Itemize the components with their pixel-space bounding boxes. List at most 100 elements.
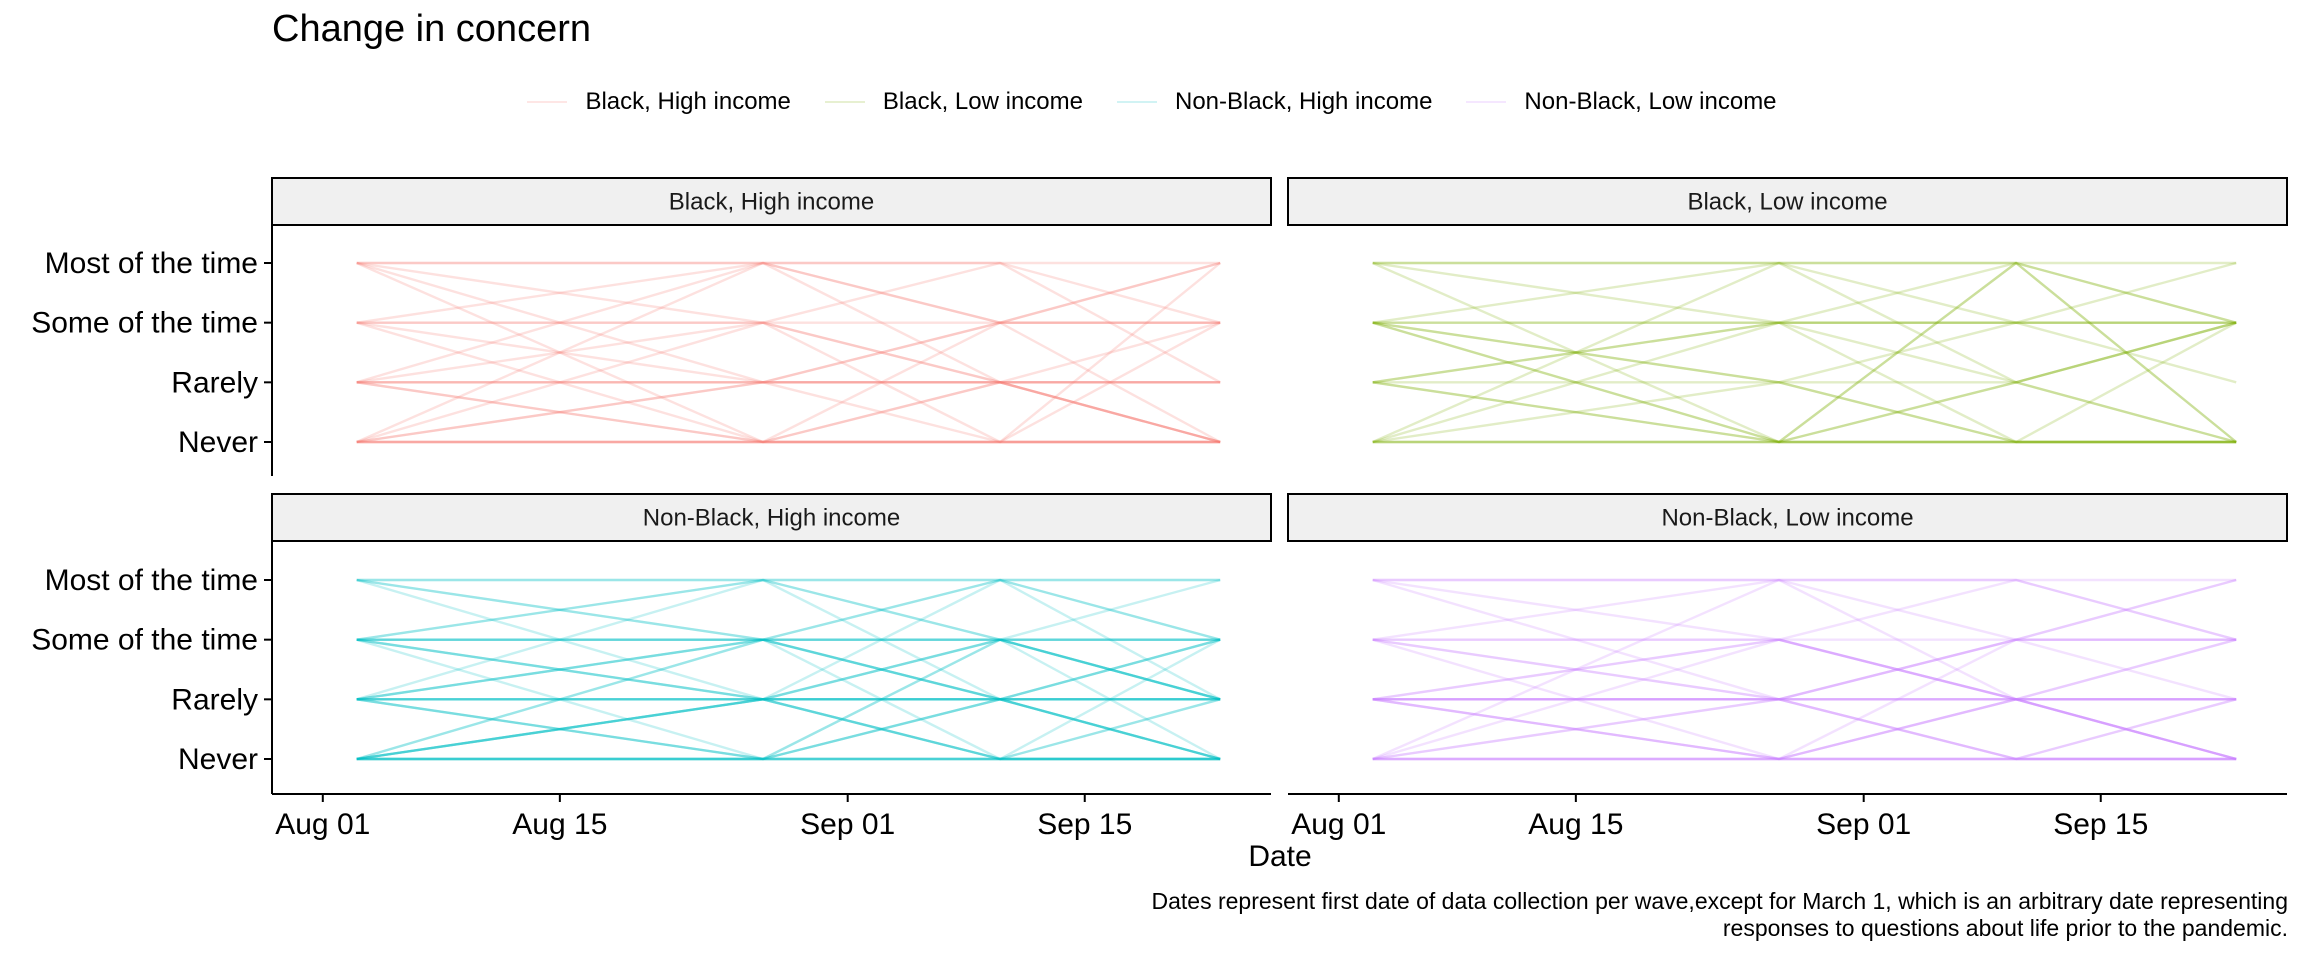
facet-strip-label: Non-Black, Low income (1661, 505, 1913, 532)
trajectory-line (1372, 638, 2237, 701)
trajectory-line (1372, 578, 2237, 641)
legend-key (1466, 101, 1507, 103)
x-tick-label: Sep 15 (1037, 808, 1132, 841)
trajectory-line (356, 638, 1221, 761)
trajectory-line (1372, 321, 2237, 444)
trajectory-line (356, 698, 1221, 761)
trajectory-line (356, 321, 1221, 444)
trajectory-line (1372, 638, 2237, 761)
trajectory-line (356, 262, 1221, 444)
y-tick-label: Some of the time (31, 624, 258, 657)
trajectory-line (356, 261, 1221, 444)
facet-strip (1287, 493, 2288, 542)
trajectory-line (1372, 578, 2237, 761)
trajectory-line (1372, 698, 2237, 761)
trajectory-line (1372, 261, 2237, 444)
trajectory-line (1372, 578, 2237, 761)
legend-item: Non-Black, Low income (1466, 88, 1777, 116)
trajectory-lines (356, 578, 1221, 761)
trajectory-line (356, 578, 1221, 761)
trajectory-line (1372, 578, 2237, 761)
trajectory-line (356, 698, 1221, 761)
trajectory-line (1372, 638, 2237, 701)
trajectory-line (356, 638, 1221, 761)
facet-strip-label: Non-Black, High income (643, 505, 900, 532)
trajectory-line (356, 578, 1221, 641)
trajectory-line (1372, 321, 2237, 444)
trajectory-line (356, 638, 1221, 761)
trajectory-line (356, 698, 1221, 761)
trajectory-line (356, 578, 1221, 701)
trajectory-line (356, 638, 1221, 701)
legend-label: Black, High income (585, 88, 791, 115)
trajectory-line (356, 638, 1221, 761)
y-tick-label: Never (178, 743, 258, 776)
legend-item: Non-Black, High income (1116, 88, 1433, 116)
trajectory-lines (1372, 261, 2237, 444)
x-tick-label: Sep 01 (1816, 808, 1911, 841)
trajectory-line (356, 321, 1221, 384)
y-tick-label: Rarely (171, 366, 258, 399)
trajectory-line (1372, 698, 2237, 761)
y-tick-label: Most of the time (45, 564, 258, 597)
trajectory-line (356, 261, 1221, 444)
trajectory-line (356, 578, 1221, 641)
facet-panel: Black, High income Never Rarely Some of the… (31, 177, 1272, 476)
trajectory-line (356, 638, 1221, 701)
trajectory-line (356, 698, 1221, 761)
x-axis-label: Date (1248, 840, 1312, 873)
legend-label: Black, Low income (882, 88, 1083, 115)
trajectory-line (1372, 638, 2237, 761)
trajectory-line (356, 578, 1221, 701)
legend-key (527, 101, 568, 103)
trajectory-line (1372, 638, 2237, 761)
trajectory-line (356, 578, 1221, 641)
trajectory-line (1372, 261, 2237, 384)
trajectory-line (1372, 321, 2237, 444)
legend-item: Black, High income (527, 88, 791, 116)
trajectory-line (356, 381, 1221, 444)
facet-strip-label: Black, Low income (1687, 189, 1887, 216)
trajectory-line (356, 698, 1221, 761)
trajectory-line (356, 578, 1221, 641)
trajectory-line (1372, 321, 2237, 444)
chart-caption: Dates represent first date of data colle… (1151, 888, 2288, 941)
legend-key (1116, 101, 1157, 103)
trajectory-line (1372, 261, 2237, 324)
trajectory-line (356, 261, 1221, 444)
trajectory-line (1372, 638, 2237, 761)
trajectory-line (356, 638, 1221, 761)
trajectory-line (356, 261, 1221, 444)
facet-panel: Black, Low income (1287, 177, 2288, 444)
trajectory-line (356, 638, 1221, 761)
trajectory-line (1372, 698, 2237, 761)
trajectory-line (1372, 578, 2237, 701)
trajectory-line (1372, 638, 2237, 761)
x-tick-label: Aug 01 (1291, 808, 1386, 841)
trajectory-line (356, 381, 1221, 444)
trajectory-line (356, 638, 1221, 701)
y-tick-label: Most of the time (45, 247, 258, 280)
legend-label: Non-Black, Low income (1524, 88, 1777, 115)
trajectory-line (356, 261, 1221, 444)
facet-strip (271, 493, 1272, 542)
x-tick-label: Aug 15 (1528, 808, 1623, 841)
trajectory-line (1372, 261, 2237, 444)
x-tick-label: Aug 01 (275, 808, 370, 841)
trajectory-line (1372, 261, 2237, 444)
trajectory-line (1372, 261, 2237, 444)
trajectory-line (356, 321, 1221, 444)
y-tick-label: Some of the time (31, 307, 258, 340)
facet-panel: Non-Black, High income Never Rarely Some of… (31, 493, 1272, 841)
trajectory-line (356, 261, 1221, 384)
trajectory-line (356, 578, 1221, 761)
trajectory-line (1372, 698, 2237, 761)
trajectory-line (1372, 261, 2237, 443)
legend: Black, High income Black, Low income Non… (0, 88, 2304, 116)
trajectory-lines (1372, 578, 2237, 761)
trajectory-line (356, 638, 1221, 701)
trajectory-line (356, 638, 1221, 701)
legend-label: Non-Black, High income (1174, 88, 1433, 115)
trajectory-line (1372, 321, 2237, 444)
